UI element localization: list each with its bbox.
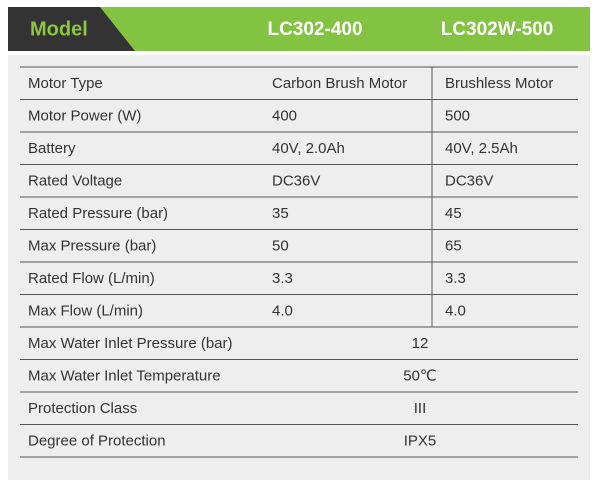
cell-value: DC36V — [272, 173, 320, 190]
rows: Motor Type Carbon Brush Motor Brushless Mo… — [20, 66, 578, 458]
row-label: Battery — [28, 140, 76, 157]
cell-value: Carbon Brush Motor — [272, 75, 407, 92]
cell-value: 500 — [445, 108, 470, 125]
cell-value: 3.3 — [445, 270, 466, 287]
row-label: Motor Type — [28, 75, 103, 92]
cell-value: 40V, 2.5Ah — [445, 140, 518, 157]
header-title: Model — [30, 18, 88, 40]
cell-value: Brushless Motor — [445, 75, 553, 92]
row-label: Motor Power (W) — [28, 108, 141, 125]
row-label: Protection Class — [28, 400, 137, 417]
row-label: Max Water Inlet Temperature — [28, 368, 221, 385]
cell-value: 45 — [445, 205, 462, 222]
header-model: LC302W-500 — [441, 19, 554, 40]
row-label: Rated Pressure (bar) — [28, 205, 168, 222]
cell-value: 12 — [412, 335, 429, 352]
cell-value: 35 — [272, 205, 289, 222]
cell-value: 400 — [272, 108, 297, 125]
header-model: LC302-400 — [267, 19, 362, 40]
cell-value: 3.3 — [272, 270, 293, 287]
cell-value: III — [414, 400, 427, 417]
row-label: Max Pressure (bar) — [28, 238, 156, 255]
cell-value: IPX5 — [404, 433, 437, 450]
cell-value: 65 — [445, 238, 462, 255]
cell-value: 4.0 — [272, 303, 293, 320]
header-model-block — [8, 7, 135, 51]
cell-value: DC36V — [445, 173, 493, 190]
table-background — [8, 55, 590, 480]
row-label: Rated Voltage — [28, 173, 122, 190]
cell-value: 4.0 — [445, 303, 466, 320]
row-label: Degree of Protection — [28, 433, 166, 450]
row-label: Max Flow (L/min) — [28, 303, 143, 320]
row-label: Rated Flow (L/min) — [28, 270, 155, 287]
cell-value: 50℃ — [403, 368, 437, 385]
cell-value: 40V, 2.0Ah — [272, 140, 345, 157]
row-label: Max Water Inlet Pressure (bar) — [28, 335, 233, 352]
cell-value: 50 — [272, 238, 289, 255]
